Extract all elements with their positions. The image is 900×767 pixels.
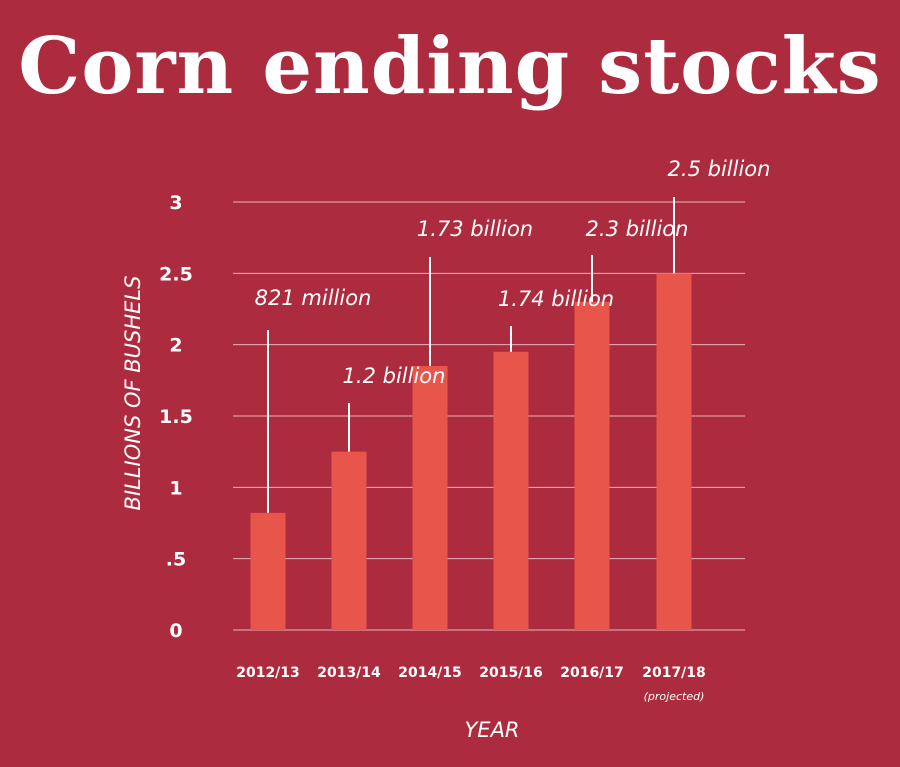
x-tick-note: (projected) [644, 690, 705, 703]
y-axis-label: BILLIONS OF BUSHELS [121, 276, 145, 511]
x-tick-labels: 2012/13 2013/14 2014/15 2015/16 2016/17 2017/… [236, 665, 706, 703]
bar [574, 301, 610, 630]
data-label: 1.74 billion [498, 287, 614, 311]
y-tick-label: 1 [169, 477, 182, 499]
y-tick-label: 2 [169, 335, 182, 357]
data-label: 2.3 billion [586, 217, 689, 241]
y-tick-label: .5 [166, 549, 186, 571]
chart-title: Corn ending stocks [18, 21, 882, 112]
bar [656, 273, 692, 630]
data-label: 1.73 billion [417, 217, 533, 241]
y-tick-label: 2.5 [159, 263, 193, 285]
data-label: 2.5 billion [668, 157, 771, 181]
bar [493, 351, 529, 630]
x-tick-label: 2015/16 [479, 665, 543, 681]
y-tick-label: 0 [169, 620, 182, 642]
y-tick-labels: 0 .5 1 1.5 2 2.5 3 [159, 192, 193, 642]
data-label: 821 million [255, 286, 372, 310]
x-tick-label: 2014/15 [398, 665, 462, 681]
x-tick-label: 2017/18 [642, 665, 706, 681]
label-leaders [267, 197, 675, 513]
x-tick-label: 2013/14 [317, 665, 381, 681]
data-labels: 821 million 1.2 billion 1.73 billion 1.74 b… [255, 157, 771, 388]
y-tick-label: 1.5 [159, 406, 193, 428]
data-label: 1.2 billion [343, 364, 446, 388]
x-tick-label: 2012/13 [236, 665, 300, 681]
bar [250, 512, 286, 630]
bar [331, 451, 367, 630]
bar [412, 366, 448, 630]
x-tick-label: 2016/17 [560, 665, 624, 681]
x-axis-label: YEAR [464, 718, 519, 742]
bars [250, 273, 692, 630]
y-tick-label: 3 [169, 192, 182, 214]
